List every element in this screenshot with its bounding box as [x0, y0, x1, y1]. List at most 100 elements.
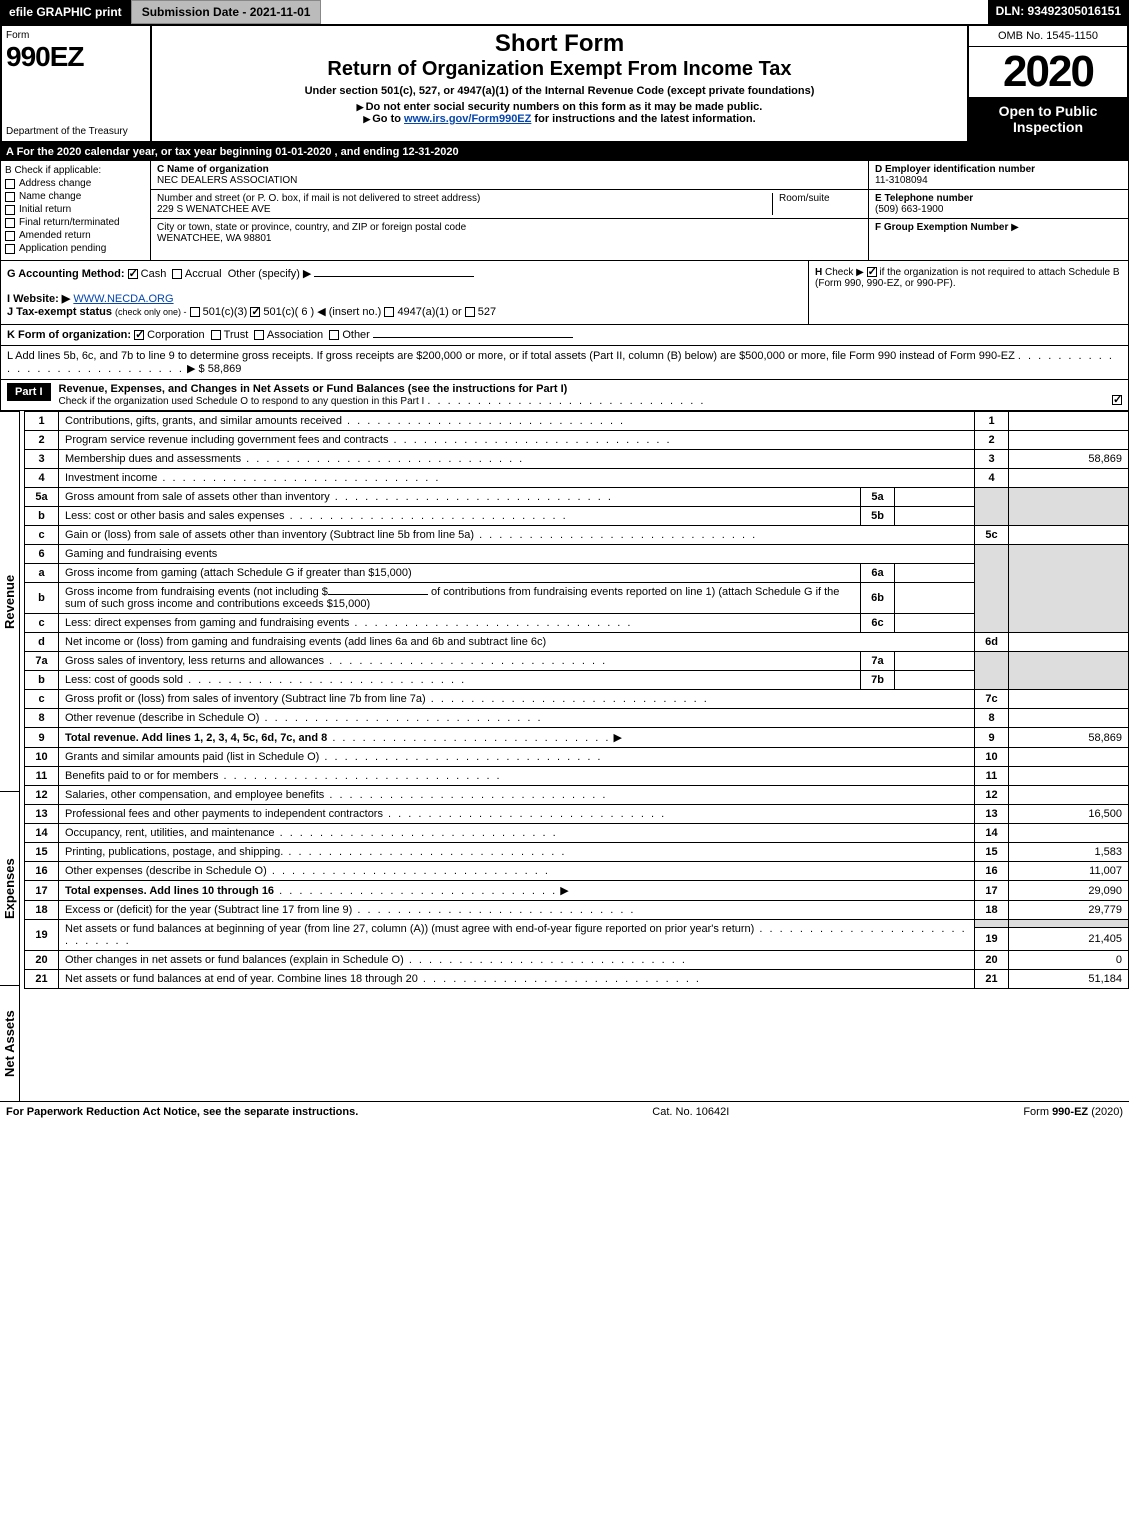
line-ref: 15 [975, 843, 1009, 862]
form-header: Form 990EZ Department of the Treasury Sh… [0, 24, 1129, 143]
checkbox-501c[interactable] [250, 307, 260, 317]
option-final-return: Final return/terminated [19, 217, 120, 228]
line-num: b [25, 507, 59, 526]
checkbox-trust[interactable] [211, 330, 221, 340]
option-name-change: Name change [19, 191, 81, 202]
row-g-h: G Accounting Method: Cash Accrual Other … [0, 261, 1129, 325]
shaded-cell [1009, 652, 1129, 690]
option-initial-return: Initial return [19, 204, 71, 215]
line-amount [1009, 690, 1129, 709]
table-row: dNet income or (loss) from gaming and fu… [25, 633, 1129, 652]
city-value: WENATCHEE, WA 98801 [157, 233, 862, 244]
phone-value: (509) 663-1900 [875, 204, 943, 215]
side-label-netassets: Net Assets [0, 985, 20, 1101]
line-num: d [25, 633, 59, 652]
checkbox-address-change[interactable] [5, 179, 15, 189]
mid-value [895, 507, 975, 526]
line-amount: 58,869 [1009, 450, 1129, 469]
other-specify-input[interactable] [314, 276, 474, 277]
line-desc: Gross profit or (loss) from sales of inv… [65, 693, 426, 705]
line-num: 21 [25, 970, 59, 989]
checkbox-schedule-o[interactable] [1112, 395, 1122, 405]
row-h: H Check ▶ if the organization is not req… [808, 261, 1128, 324]
line-num: 15 [25, 843, 59, 862]
other-org-input[interactable] [373, 337, 573, 338]
checkbox-corporation[interactable] [134, 330, 144, 340]
submission-date-button[interactable]: Submission Date - 2021-11-01 [131, 0, 322, 24]
phone-label: E Telephone number [875, 193, 973, 204]
line-ref: 19 [975, 928, 1009, 951]
checkbox-501c3[interactable] [190, 307, 200, 317]
line-desc: Other changes in net assets or fund bala… [65, 954, 404, 966]
contributions-input[interactable] [328, 594, 428, 595]
form-header-center: Short Form Return of Organization Exempt… [152, 26, 967, 141]
table-row: cGain or (loss) from sale of assets othe… [25, 526, 1129, 545]
mid-ref: 6b [861, 583, 895, 614]
line-desc: Net assets or fund balances at beginning… [65, 923, 754, 935]
part-1-header: Part I Revenue, Expenses, and Changes in… [0, 380, 1129, 411]
mid-ref: 5b [861, 507, 895, 526]
checkbox-initial-return[interactable] [5, 205, 15, 215]
top-toolbar: efile GRAPHIC print Submission Date - 20… [0, 0, 1129, 24]
row-l-text: L Add lines 5b, 6c, and 7b to line 9 to … [7, 350, 1015, 362]
checkbox-application-pending[interactable] [5, 244, 15, 254]
shaded-cell [975, 652, 1009, 690]
line-num: 13 [25, 805, 59, 824]
line-num: 6 [25, 545, 59, 564]
line-num: c [25, 526, 59, 545]
checkbox-amended-return[interactable] [5, 231, 15, 241]
ein-value: 11-3108094 [875, 175, 928, 186]
row-k: K Form of organization: Corporation Trus… [0, 325, 1129, 346]
checkbox-4947[interactable] [384, 307, 394, 317]
checkbox-accrual[interactable] [172, 269, 182, 279]
checkbox-final-return[interactable] [5, 218, 15, 228]
line-num: 5a [25, 488, 59, 507]
checkbox-name-change[interactable] [5, 192, 15, 202]
line-ref: 14 [975, 824, 1009, 843]
mid-ref: 6a [861, 564, 895, 583]
table-row: 12Salaries, other compensation, and empl… [25, 786, 1129, 805]
irs-link[interactable]: www.irs.gov/Form990EZ [404, 113, 531, 125]
checkbox-other-org[interactable] [329, 330, 339, 340]
omb-number: OMB No. 1545-1150 [969, 26, 1127, 47]
table-row: 14Occupancy, rent, utilities, and mainte… [25, 824, 1129, 843]
line-amount [1009, 748, 1129, 767]
line-ref: 18 [975, 901, 1009, 920]
department-label: Department of the Treasury [6, 126, 146, 137]
checkbox-527[interactable] [465, 307, 475, 317]
line-desc: Salaries, other compensation, and employ… [65, 789, 324, 801]
line-num: a [25, 564, 59, 583]
line-amount: 16,500 [1009, 805, 1129, 824]
line-desc: Other expenses (describe in Schedule O) [65, 865, 267, 877]
tax-exempt-sub: (check only one) - [115, 307, 187, 317]
line-ref: 5c [975, 526, 1009, 545]
option-527: 527 [478, 306, 496, 318]
line-ref: 13 [975, 805, 1009, 824]
website-link[interactable]: WWW.NECDA.ORG [73, 293, 173, 305]
row-l-amount: $ 58,869 [199, 363, 242, 375]
table-row: 7aGross sales of inventory, less returns… [25, 652, 1129, 671]
checkbox-cash[interactable] [128, 269, 138, 279]
line-num: 8 [25, 709, 59, 728]
efile-print-button[interactable]: efile GRAPHIC print [0, 0, 131, 24]
table-row: 20 Other changes in net assets or fund ba… [25, 951, 1129, 970]
table-row: 17Total expenses. Add lines 10 through 1… [25, 881, 1129, 901]
line-num: 19 [25, 920, 59, 951]
line-num: 1 [25, 412, 59, 431]
ssn-warning: Do not enter social security numbers on … [357, 101, 763, 113]
line-ref: 20 [975, 951, 1009, 970]
checkbox-schedule-b[interactable] [867, 267, 877, 277]
checkbox-association[interactable] [254, 330, 264, 340]
under-section-text: Under section 501(c), 527, or 4947(a)(1)… [305, 85, 815, 97]
shaded-cell [975, 920, 1009, 928]
return-title: Return of Organization Exempt From Incom… [327, 58, 791, 81]
line-amount [1009, 412, 1129, 431]
option-association: Association [267, 329, 323, 341]
arrow-icon: ▶ [1011, 222, 1019, 233]
line-ref: 9 [975, 728, 1009, 748]
line-amount: 1,583 [1009, 843, 1129, 862]
table-row: bLess: cost of goods sold7b [25, 671, 1129, 690]
line-amount: 51,184 [1009, 970, 1129, 989]
line-desc: Less: direct expenses from gaming and fu… [65, 617, 349, 629]
line-amount: 21,405 [1009, 928, 1129, 951]
